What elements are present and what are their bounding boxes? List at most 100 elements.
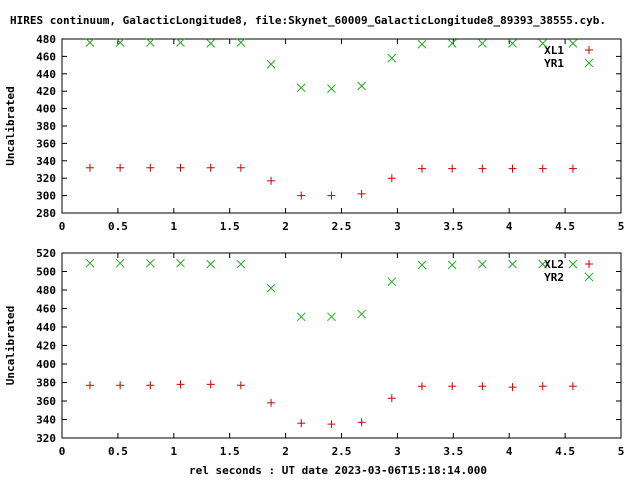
data-point-xl2: [387, 394, 396, 403]
y-tick-label: 440: [36, 321, 56, 334]
legend-marker-xl1: [585, 46, 593, 54]
cross-stroke-b: [85, 38, 95, 47]
data-point-xl1: [85, 163, 94, 172]
data-point-yr1: [327, 84, 336, 93]
x-tick-label: 1: [170, 445, 177, 458]
x-tick-label: 0: [59, 220, 66, 233]
data-point-xl2: [236, 381, 245, 390]
data-point-xl1: [478, 164, 487, 173]
data-point-xl2: [538, 382, 547, 391]
x-tick-label: 0: [59, 445, 66, 458]
y-tick-label: 460: [36, 303, 56, 316]
data-point-yr1: [478, 38, 487, 48]
legend-label-yr1: YR1: [544, 57, 564, 70]
x-tick-label: 5: [618, 445, 625, 458]
y-tick-label: 440: [36, 68, 56, 81]
y-tick-label: 380: [36, 377, 56, 390]
data-point-yr1: [447, 38, 457, 48]
cross-stroke-b: [478, 259, 487, 269]
x-tick-label: 3.5: [443, 220, 463, 233]
x-tick-label: 1: [170, 220, 177, 233]
cross-stroke-b: [145, 38, 155, 47]
data-point-xl2: [478, 382, 487, 391]
data-point-yr2: [357, 309, 366, 319]
cross-stroke-b: [266, 283, 276, 293]
data-point-yr2: [176, 258, 185, 268]
y-tick-label: 520: [36, 247, 56, 260]
legend-label-xl2: XL2: [544, 258, 564, 271]
x-tick-label: 3: [394, 445, 401, 458]
x-tick-label: 0.5: [108, 220, 128, 233]
cross-stroke-b: [236, 259, 246, 269]
cross-stroke-b: [447, 260, 457, 270]
data-point-xl2: [85, 381, 94, 390]
data-point-yr1: [266, 59, 276, 69]
x-tick-label: 4.5: [555, 445, 575, 458]
cross-stroke-b: [357, 309, 366, 319]
cross-stroke-b: [115, 258, 125, 268]
y-tick-label: 500: [36, 266, 56, 279]
data-point-yr2: [206, 259, 216, 269]
data-point-xl2: [448, 382, 457, 391]
y-tick-label: 320: [36, 172, 56, 185]
cross-stroke-b: [417, 39, 427, 49]
data-point-xl2: [357, 418, 366, 427]
data-point-yr1: [176, 38, 185, 47]
x-tick-label: 2: [282, 445, 289, 458]
data-point-xl1: [176, 163, 185, 172]
cross-stroke-b: [176, 38, 185, 47]
legend-marker-yr1: [584, 58, 594, 68]
cross-stroke-b: [538, 38, 548, 48]
data-point-xl1: [417, 164, 426, 173]
cross-stroke-b: [296, 83, 306, 93]
data-point-xl1: [387, 174, 396, 183]
data-point-yr1: [145, 38, 155, 47]
cross-stroke-b: [236, 38, 246, 47]
data-point-yr1: [538, 38, 548, 48]
cross-stroke-b: [145, 258, 155, 268]
cross-stroke-b: [478, 38, 487, 48]
data-point-xl2: [116, 381, 125, 390]
cross-stroke-b: [387, 53, 397, 63]
data-point-yr2: [145, 258, 155, 268]
x-tick-label: 0.5: [108, 445, 128, 458]
cross-stroke-b: [176, 258, 185, 268]
cross-stroke-b: [508, 38, 517, 48]
legend-label-yr2: YR2: [544, 271, 564, 284]
y-tick-label: 460: [36, 50, 56, 63]
cross-stroke-b: [206, 38, 216, 48]
legend-marker-yr2: [584, 272, 594, 282]
data-point-yr1: [236, 38, 246, 47]
y-tick-label: 400: [36, 358, 56, 371]
data-point-xl2: [297, 419, 306, 428]
plot-frame: [61, 252, 622, 439]
y-tick-label: 340: [36, 414, 56, 427]
data-point-xl2: [267, 398, 276, 407]
plot-panel-1: 280 300 320 340 360 380 400 420 440 460 480 0 0.5 1 1.…: [4, 33, 624, 233]
x-tick-label: 4: [506, 220, 513, 233]
data-point-xl2: [327, 420, 336, 429]
data-point-yr1: [387, 53, 397, 63]
x-tick-label: 5: [618, 220, 625, 233]
cross-stroke-b: [584, 272, 594, 282]
cross-stroke-b: [417, 260, 427, 270]
data-point-xl1: [116, 163, 125, 172]
data-point-yr2: [85, 258, 95, 268]
data-point-yr2: [508, 259, 517, 269]
y-tick-label: 360: [36, 137, 56, 150]
data-point-yr2: [568, 259, 578, 269]
data-point-xl2: [417, 382, 426, 391]
data-point-yr2: [387, 277, 397, 287]
cross-stroke-b: [584, 58, 594, 68]
y-axis-label: Uncalibrated: [4, 86, 17, 165]
data-point-yr2: [327, 312, 336, 322]
y-tick-label: 400: [36, 103, 56, 116]
y-tick-label: 420: [36, 85, 56, 98]
cross-stroke-b: [327, 312, 336, 322]
data-point-yr1: [296, 83, 306, 93]
data-point-yr1: [85, 38, 95, 47]
y-tick-label: 380: [36, 120, 56, 133]
data-point-yr2: [538, 259, 548, 269]
y-tick-label: 280: [36, 207, 56, 220]
